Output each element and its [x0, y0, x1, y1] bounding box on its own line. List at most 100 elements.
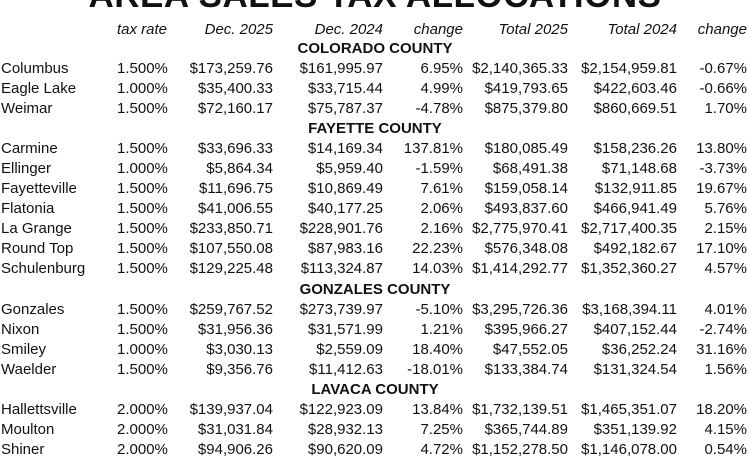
table-row: Nixon 1.500% $31,956.36 $31,571.99 1.21% $395… [0, 320, 750, 340]
dec-2025-cell: $3,030.13 [206, 341, 273, 358]
change-total-cell: 1.70% [704, 100, 747, 117]
dec-2024-cell: $2,559.09 [316, 341, 383, 358]
total-2024-cell: $1,465,351.07 [581, 401, 677, 418]
dec-2025-cell: $5,864.34 [206, 160, 273, 177]
table-row: Round Top 1.500% $107,550.08 $87,983.16 22.2… [0, 239, 750, 259]
total-2024-cell: $407,152.44 [593, 321, 677, 338]
tax-rate-cell: 1.500% [117, 321, 168, 338]
table-row: Columbus 1.500% $173,259.76 $161,995.97 6.95… [0, 59, 750, 79]
dec-2025-cell: $259,767.52 [189, 301, 273, 318]
dec-2024-cell: $11,412.63 [309, 361, 383, 378]
change-cell: 4.72% [420, 441, 463, 458]
tax-rate-cell: 2.000% [117, 421, 168, 438]
change-cell: -4.78% [415, 100, 463, 117]
total-2025-cell: $1,152,278.50 [472, 441, 568, 458]
change-total-cell: 4.01% [704, 301, 747, 318]
change-cell: 7.25% [420, 421, 463, 438]
dec-2024-cell: $14,169.34 [307, 140, 383, 157]
tax-rate-cell: 1.000% [117, 160, 168, 177]
change-cell: -1.59% [415, 160, 463, 177]
dec-2025-cell: $107,550.08 [189, 240, 273, 257]
tax-rate-cell: 1.500% [117, 220, 168, 237]
dec-2024-cell: $31,571.99 [307, 321, 383, 338]
total-2024-cell: $71,148.68 [601, 160, 677, 177]
header-tax-rate: tax rate [117, 21, 168, 38]
tax-rate-cell: 1.500% [117, 361, 168, 378]
table-row: Shiner 2.000% $94,906.26 $90,620.09 4.72% $1,… [0, 440, 750, 460]
city-name: Nixon [1, 321, 40, 338]
total-2025-cell: $493,837.60 [484, 200, 568, 217]
total-2025-cell: $133,384.74 [484, 361, 568, 378]
city-name: Shiner [1, 441, 45, 458]
county-heading: FAYETTE COUNTY [308, 120, 442, 137]
tax-rate-cell: 1.000% [117, 80, 168, 97]
change-cell: 2.16% [420, 220, 463, 237]
total-2024-cell: $131,324.54 [593, 361, 677, 378]
change-total-cell: 13.80% [696, 140, 747, 157]
header-change-total: change [697, 21, 747, 38]
dec-2024-cell: $75,787.37 [307, 100, 383, 117]
total-2024-cell: $2,154,959.81 [581, 60, 677, 77]
header-dec-2025: Dec. 2025 [204, 21, 273, 38]
change-cell: 1.21% [420, 321, 463, 338]
total-2024-cell: $1,146,078.00 [581, 441, 677, 458]
table-row: Smiley 1.000% $3,030.13 $2,559.09 18.40% $47,… [0, 340, 750, 360]
table-row: Weimar 1.500% $72,160.17 $75,787.37 -4.78% $8… [0, 99, 750, 119]
tax-rate-cell: 1.500% [117, 180, 168, 197]
table-row: Flatonia 1.500% $41,006.55 $40,177.25 2.06% $… [0, 199, 750, 219]
header-change: change [413, 21, 463, 38]
change-cell: 22.23% [412, 240, 463, 257]
table-row: Moulton 2.000% $31,031.84 $28,932.13 7.25% $3… [0, 420, 750, 440]
change-cell: 18.40% [412, 341, 463, 358]
city-name: Gonzales [1, 301, 65, 318]
dec-2025-cell: $72,160.17 [197, 100, 273, 117]
dec-2025-cell: $173,259.76 [189, 60, 273, 77]
total-2024-cell: $466,941.49 [593, 200, 677, 217]
dec-2024-cell: $5,959.40 [316, 160, 383, 177]
dec-2025-cell: $139,937.04 [189, 401, 273, 418]
tax-rate-cell: 1.500% [117, 200, 168, 217]
city-name: Flatonia [1, 200, 55, 217]
dec-2025-cell: $31,031.84 [197, 421, 273, 438]
change-total-cell: -2.74% [699, 321, 747, 338]
city-name: Hallettsville [1, 401, 77, 418]
total-2024-cell: $492,182.67 [593, 240, 677, 257]
city-name: Eagle Lake [1, 80, 77, 97]
change-total-cell: 5.76% [704, 200, 747, 217]
change-cell: -5.10% [415, 301, 463, 318]
table-row: La Grange 1.500% $233,850.71 $228,901.76 2.1… [0, 219, 750, 239]
city-name: Waelder [1, 361, 57, 378]
change-cell: 2.06% [420, 200, 463, 217]
city-name: Weimar [1, 100, 53, 117]
table-row: Waelder 1.500% $9,356.76 $11,412.63 -18.01% $… [0, 360, 750, 380]
total-2024-cell: $36,252.24 [601, 341, 677, 358]
total-2024-cell: $2,717,400.35 [581, 220, 677, 237]
tax-rate-cell: 1.500% [117, 100, 168, 117]
table-row: Carmine 1.500% $33,696.33 $14,169.34 137.81%… [0, 139, 750, 159]
dec-2024-cell: $113,324.87 [300, 260, 383, 277]
table-row: Schulenburg 1.500% $129,225.48 $113,324.87 1… [0, 259, 750, 279]
table-row: Ellinger 1.000% $5,864.34 $5,959.40 -1.59% $6… [0, 159, 750, 179]
dec-2024-cell: $33,715.44 [307, 80, 383, 97]
total-2025-cell: $159,058.14 [484, 180, 568, 197]
dec-2024-cell: $273,739.97 [299, 301, 383, 318]
dec-2025-cell: $11,696.75 [199, 180, 273, 197]
dec-2025-cell: $33,696.33 [197, 140, 273, 157]
city-name: Carmine [1, 140, 58, 157]
header-total-2024: Total 2024 [607, 21, 677, 38]
total-2025-cell: $2,775,970.41 [472, 220, 568, 237]
city-name: La Grange [1, 220, 72, 237]
change-total-cell: 19.67% [696, 180, 747, 197]
dec-2024-cell: $122,923.09 [299, 401, 383, 418]
tax-rate-cell: 1.500% [117, 260, 168, 277]
table-row: Fayetteville 1.500% $11,696.75 $10,869.49 7.… [0, 179, 750, 199]
dec-2025-cell: $31,956.36 [197, 321, 273, 338]
change-total-cell: 2.15% [704, 220, 747, 237]
total-2025-cell: $68,491.38 [492, 160, 568, 177]
change-total-cell: 0.54% [704, 441, 747, 458]
county-heading: LAVACA COUNTY [311, 381, 439, 398]
total-2024-cell: $132,911.85 [594, 180, 677, 197]
page-title: AREA SALES TAX ALLOCATIONS [0, 0, 750, 12]
total-2024-cell: $158,236.26 [593, 140, 677, 157]
dec-2025-cell: $9,356.76 [206, 361, 273, 378]
